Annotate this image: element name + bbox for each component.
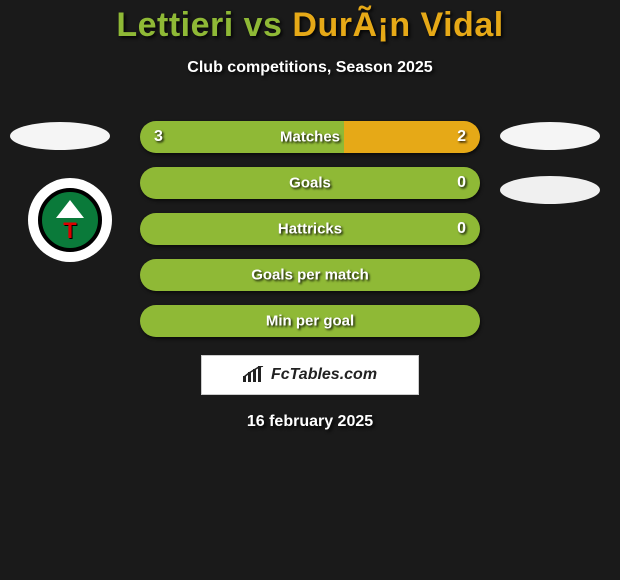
stat-label: Goals per match [251,267,369,284]
footer-date: 16 february 2025 [0,413,620,431]
stat-value-left: 3 [154,128,163,146]
attribution-text: FcTables.com [271,366,377,384]
player2-club-avatar [500,176,600,204]
stat-label: Min per goal [266,313,354,330]
stat-label: Hattricks [278,221,342,238]
page-title: Lettieri vs DurÃ¡n Vidal [0,0,620,45]
title-player2: DurÃ¡n Vidal [292,6,503,44]
player1-avatar [10,122,110,150]
player2-avatar [500,122,600,150]
stat-bar: 0 Hattricks [140,213,480,245]
stat-bar: 3 2 Matches [140,121,480,153]
subtitle: Club competitions, Season 2025 [0,59,620,77]
player1-club-badge [28,178,112,262]
stat-label: Goals [289,175,331,192]
stat-bar: Min per goal [140,305,480,337]
stats-bars: 3 2 Matches 0 Goals 0 Hattricks Goals per match… [140,121,480,337]
stat-label: Matches [280,129,340,146]
chart-icon [243,366,265,384]
stat-value-right: 2 [457,128,466,146]
stat-bar: Goals per match [140,259,480,291]
stat-value-right: 0 [457,174,466,192]
stat-bar: 0 Goals [140,167,480,199]
title-player1: Lettieri [116,6,233,44]
title-vs: vs [244,6,283,44]
attribution-box: FcTables.com [201,355,419,395]
club-badge-icon [38,188,102,252]
stat-value-right: 0 [457,220,466,238]
